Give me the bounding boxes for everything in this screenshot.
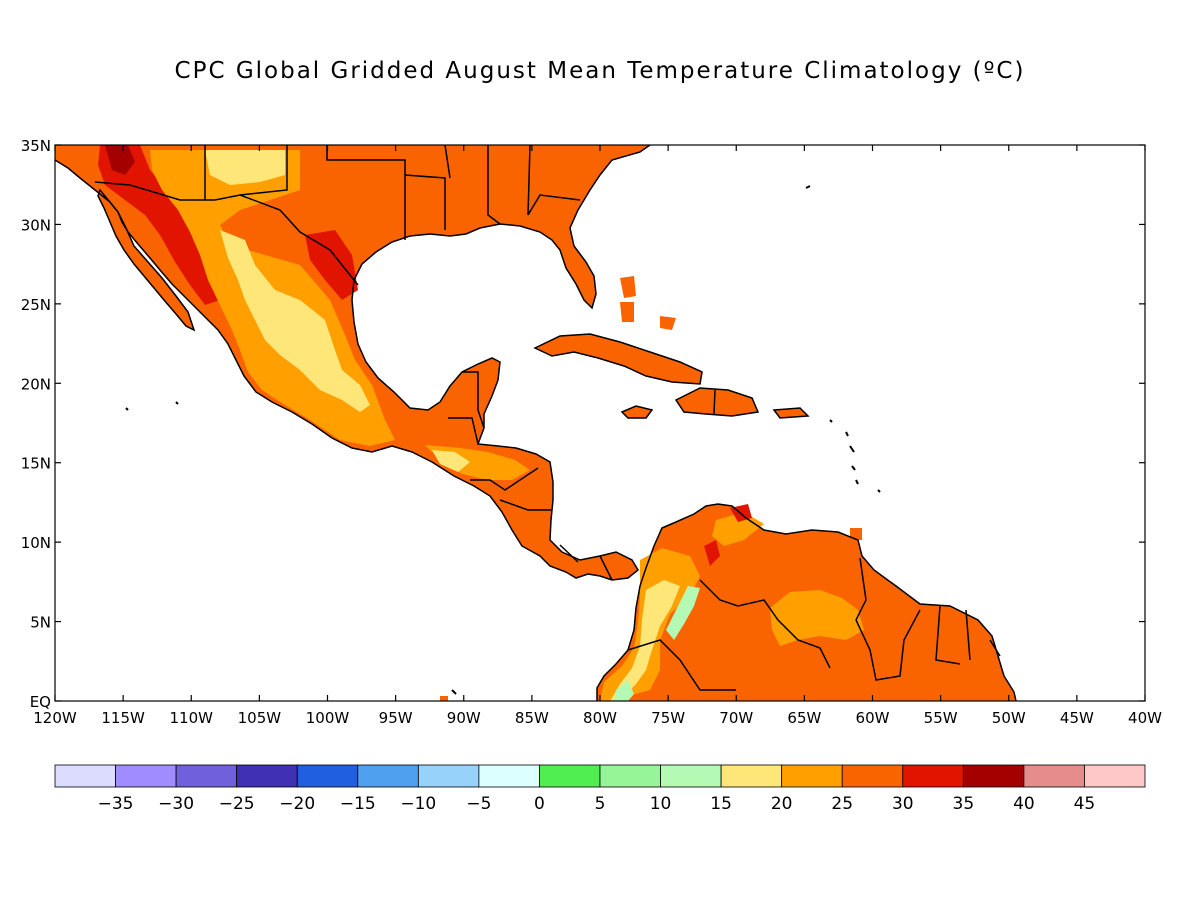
colorbar: −35 −30 −25 −20 −15 −10 −5 0 5 10 15 20 25 30 35 40 45 <box>54 764 1146 814</box>
colorbar-swatch <box>478 764 540 788</box>
land-bahamas-3 <box>660 316 676 330</box>
field-20-andes <box>610 580 680 701</box>
lat-tick-label: 15N <box>21 455 51 473</box>
lon-tick-label: 45W <box>1060 709 1094 727</box>
colorbar-label: −10 <box>400 794 436 814</box>
colorbar-swatch <box>357 764 419 788</box>
border-south-america <box>627 557 1001 691</box>
latitude-axis: EQ 5N 10N 15N 20N 25N 30N 35N <box>21 137 1145 711</box>
border-us-states <box>204 145 581 240</box>
colorbar-label: −15 <box>340 794 376 814</box>
colorbar-label: −20 <box>279 794 315 814</box>
field-15-ecuador <box>614 680 634 701</box>
land-trinidad <box>850 528 862 540</box>
lon-tick-label: 75W <box>651 709 685 727</box>
colorbar-swatch <box>720 764 783 788</box>
coastlines-and-borders <box>55 145 1017 701</box>
lat-tick-label: 25N <box>21 296 51 314</box>
colorbar-swatch <box>175 764 238 788</box>
colorbar-swatch <box>296 764 359 788</box>
colorbar-label: 20 <box>771 794 793 814</box>
colorbar-swatch <box>660 764 722 788</box>
colorbar-swatch <box>781 764 843 788</box>
lat-tick-label: 20N <box>21 375 51 393</box>
colorbar-swatch <box>841 764 904 788</box>
field-15-andes <box>666 586 700 640</box>
coastline-south-america <box>596 503 1017 701</box>
field-20-guatemala <box>432 450 470 472</box>
colorbar-label: 10 <box>650 794 672 814</box>
coastline-baja <box>97 188 196 332</box>
lon-tick-label: 80W <box>583 709 617 727</box>
field-25-n-mexico <box>160 150 205 185</box>
lon-tick-label: 55W <box>924 709 958 727</box>
lon-tick-label: 70W <box>719 709 753 727</box>
lon-tick-label: 40W <box>1128 709 1162 727</box>
lon-tick-label: 95W <box>379 709 413 727</box>
lon-tick-label: 50W <box>992 709 1026 727</box>
temperature-field <box>55 145 1016 701</box>
lon-tick-label: 65W <box>787 709 821 727</box>
colorbar-label: −35 <box>98 794 134 814</box>
field-35-maracaibo <box>704 540 720 566</box>
border-central-america <box>448 371 613 581</box>
coastline-cuba <box>533 333 703 385</box>
lon-tick-label: 120W <box>33 709 77 727</box>
land-galapagos-dot <box>440 696 448 701</box>
colorbar-swatch <box>539 764 601 788</box>
field-20-n-mexico <box>205 150 285 185</box>
colorbar-swatch <box>1023 764 1085 788</box>
field-40-west <box>105 145 135 175</box>
land-bahamas-2 <box>620 302 634 322</box>
lat-tick-label: 30N <box>21 216 51 234</box>
coastline-hispaniola <box>674 387 760 417</box>
field-35-texas <box>305 230 358 300</box>
colorbar-swatch <box>115 764 177 788</box>
lon-tick-label: 100W <box>306 709 350 727</box>
colorbar-swatch <box>54 764 116 788</box>
colorbar-label: 0 <box>534 794 545 814</box>
colorbar-label: 30 <box>892 794 914 814</box>
colorbar-label: 15 <box>710 794 732 814</box>
colorbar-swatch <box>599 764 661 788</box>
colorbar-swatch <box>902 764 964 788</box>
lat-tick-label: 10N <box>21 534 51 552</box>
lat-tick-label: EQ <box>30 693 51 711</box>
colorbar-label: 45 <box>1074 794 1096 814</box>
colorbar-swatch <box>236 764 298 788</box>
colorbar-label: −30 <box>158 794 194 814</box>
longitude-axis: 120W 115W 110W 105W 100W 95W 90W 85W 80W 75W 70W 65… <box>33 145 1162 727</box>
land-puerto-rico <box>774 408 808 418</box>
lon-tick-label: 105W <box>238 709 282 727</box>
lon-tick-label: 115W <box>101 709 145 727</box>
colorbar-swatch <box>417 764 480 788</box>
field-20-plateau <box>220 230 370 412</box>
lesser-antilles-dots <box>125 185 881 695</box>
colorbar-label: −5 <box>466 794 491 814</box>
colorbar-label: −25 <box>219 794 255 814</box>
land-bahamas-1 <box>620 276 636 298</box>
lon-tick-label: 85W <box>515 709 549 727</box>
colorbar-label: 25 <box>831 794 853 814</box>
coastline-north-america <box>55 145 651 581</box>
land-hispaniola <box>676 388 758 416</box>
land-cuba <box>535 334 702 384</box>
colorbar-label: 40 <box>1013 794 1035 814</box>
lon-tick-label: 60W <box>856 709 890 727</box>
lat-tick-label: 35N <box>21 137 51 155</box>
colorbar-label: 35 <box>953 794 975 814</box>
chart-title: CPC Global Gridded August Mean Temperatu… <box>174 58 1026 84</box>
colorbar-swatch <box>962 764 1025 788</box>
lon-tick-label: 90W <box>447 709 481 727</box>
coastline-puerto-rico <box>772 407 810 419</box>
colorbar-label: 5 <box>595 794 606 814</box>
coastline-jamaica <box>620 405 654 419</box>
colorbar-swatch <box>1084 764 1146 788</box>
field-25-guiana-highlands <box>770 590 864 646</box>
lon-tick-label: 110W <box>170 709 214 727</box>
lat-tick-label: 5N <box>30 614 51 632</box>
